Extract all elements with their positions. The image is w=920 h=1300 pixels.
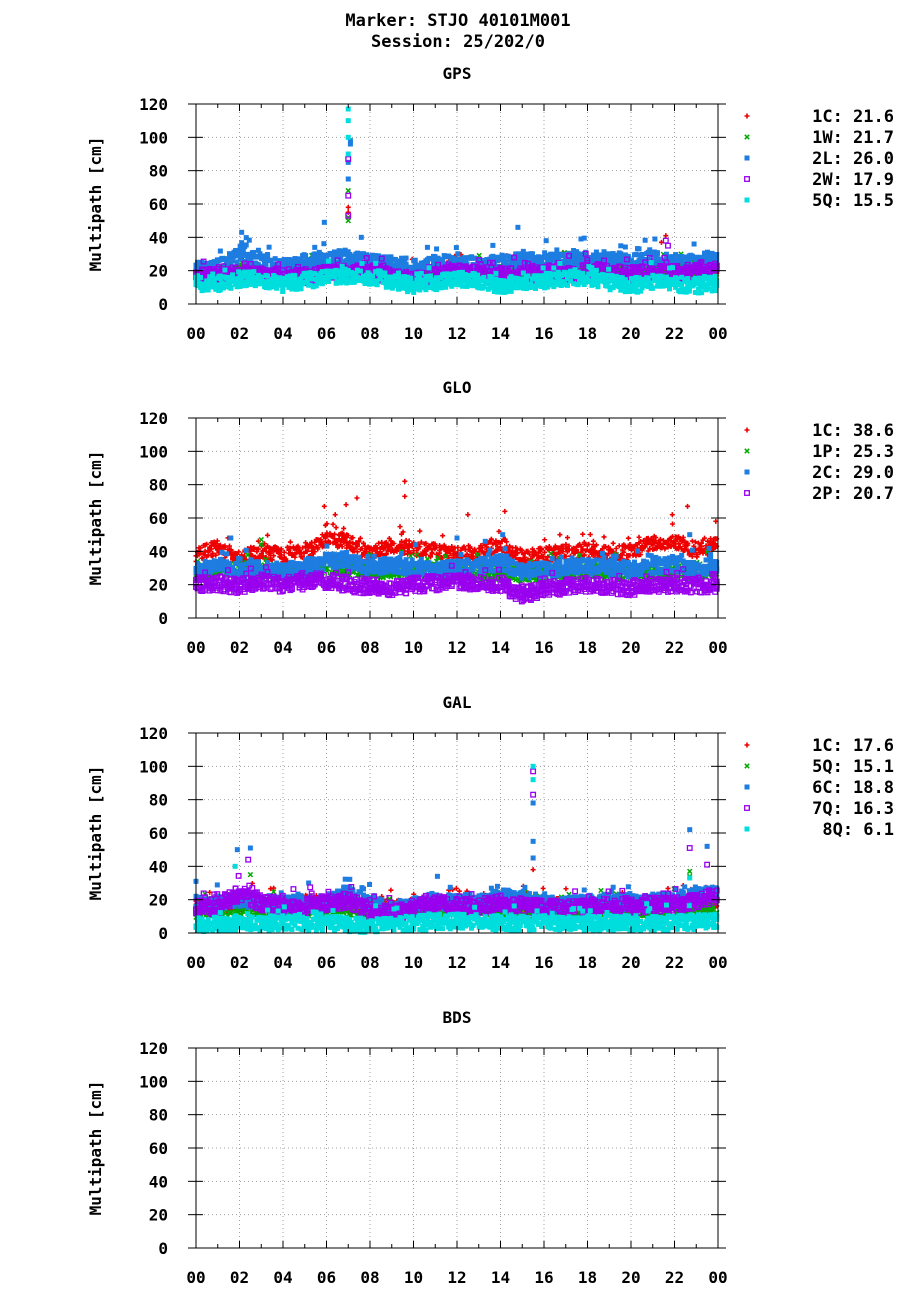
data-point [198,274,204,280]
data-point [564,282,570,288]
data-point [606,266,612,272]
data-point [210,271,216,277]
data-point [452,270,458,276]
data-point [525,273,531,279]
data-point [589,265,595,271]
data-point [403,261,409,267]
data-point [374,282,380,288]
data-points [193,106,720,296]
data-point [662,237,669,244]
data-point [239,229,245,235]
data-point [551,265,557,271]
data-point [228,285,234,291]
data-point [357,268,363,274]
series-2w [193,156,720,290]
data-point [309,276,315,282]
data-point [424,244,430,250]
data-point [549,257,555,263]
data-point [321,241,327,247]
data-point [325,278,331,284]
data-point [243,242,249,248]
data-point [622,244,628,250]
data-point [639,251,645,257]
data-point [325,258,331,264]
data-point [575,269,581,275]
data-point [418,270,424,276]
data-point [266,244,272,250]
data-point [345,192,352,199]
panel-title: GPS [443,64,472,83]
data-point [251,269,257,275]
data-point [490,242,496,248]
data-point [272,256,278,262]
data-point [652,236,658,242]
data-point [642,237,648,243]
data-point [312,244,318,250]
data-point [654,250,660,256]
data-point [543,238,549,244]
data-point [345,176,351,182]
data-point [345,204,351,210]
data-point [298,286,304,292]
data-point [222,267,228,273]
data-point [523,251,529,257]
data-point [578,236,584,242]
data-point [230,258,236,264]
data-point [593,267,599,273]
data-point [426,265,432,271]
data-point [292,273,298,279]
data-point [691,241,697,247]
data-point [665,242,671,249]
data-point [476,252,482,259]
data-point [280,288,286,294]
data-point [359,260,365,266]
data-point [434,246,440,252]
data-point [289,286,295,292]
data-point [426,256,432,262]
data-point [399,255,405,261]
data-point [403,255,409,261]
data-point [382,270,388,276]
data-point [319,269,325,275]
data-point [540,265,546,271]
data-point [462,272,468,278]
data-point [515,224,521,230]
data-point [408,275,414,281]
figure-title-session: Session: 25/202/0 [371,32,545,52]
data-point [269,284,275,290]
data-point [246,237,252,243]
data-point [251,249,257,255]
data-point [557,260,563,266]
data-point [618,243,624,249]
data-point [345,187,351,194]
data-point [373,260,379,266]
data-point [455,251,461,257]
data-point [453,245,459,251]
data-point [265,273,271,279]
data-point [499,252,505,258]
data-point [459,283,465,289]
data-point [493,270,499,276]
series-2l [193,138,720,282]
data-point [321,219,327,225]
data-point [217,248,223,254]
figure-title-marker: Marker: STJO 40101M001 [345,11,570,31]
data-point [636,246,642,252]
data-point [370,273,376,279]
data-point [358,234,364,240]
